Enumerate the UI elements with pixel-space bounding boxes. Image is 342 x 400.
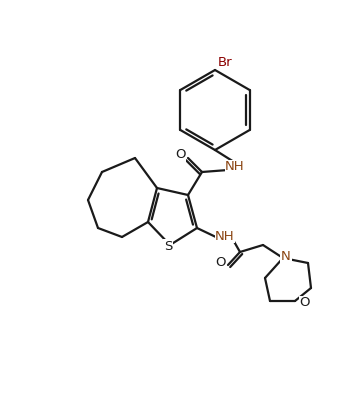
Text: Br: Br: [218, 56, 233, 70]
Text: O: O: [300, 296, 310, 310]
Text: O: O: [215, 256, 225, 270]
Text: O: O: [175, 148, 185, 162]
Text: NH: NH: [215, 230, 235, 242]
Text: N: N: [281, 250, 291, 262]
Text: S: S: [164, 240, 172, 252]
Text: NH: NH: [225, 160, 245, 174]
